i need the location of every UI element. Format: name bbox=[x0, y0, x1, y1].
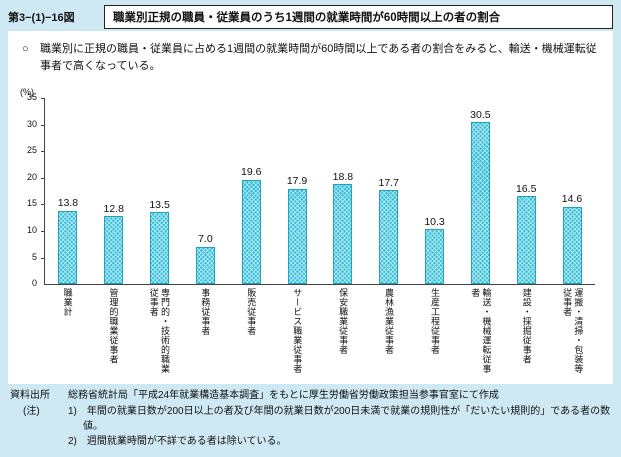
y-tick-mark bbox=[41, 151, 45, 153]
bar-column: 14.6 bbox=[549, 193, 595, 285]
bar-value-label: 17.7 bbox=[378, 176, 399, 189]
bar-value-label: 30.5 bbox=[470, 108, 491, 121]
y-tick-label: 0 bbox=[31, 278, 37, 289]
y-axis: 0 5 10 15 20 25 30 35 bbox=[18, 93, 44, 289]
y-tick-label: 25 bbox=[26, 145, 37, 156]
bar-column: 17.7 bbox=[366, 178, 412, 285]
bar-column: 13.5 bbox=[137, 198, 183, 285]
x-label-cell: 専門的・技術的職業従事者 bbox=[136, 285, 182, 382]
footer-notes: 資料出所 総務省統計局「平成24年就業構造基本調査」をもとに厚生労働省労働政策担… bbox=[10, 388, 613, 449]
note-item: 2) 週間就業時間が不詳である者は除いている。 bbox=[68, 436, 287, 447]
note-list: 1) 年間の就業日数が200日以上の者及び年間の就業日数が200日未満で就業の規… bbox=[68, 404, 613, 449]
bar-column: 7.0 bbox=[182, 233, 228, 285]
figure-title: 職業別正規の職員・従業員のうち1週間の就業時間が60時間以上の者の割合 bbox=[104, 5, 613, 29]
x-label-cell: 職業計 bbox=[44, 285, 90, 382]
x-axis-label: 専門的・技術的職業従事者 bbox=[148, 288, 171, 374]
bar-value-label: 18.8 bbox=[332, 170, 354, 183]
y-tick-label: 35 bbox=[26, 92, 37, 103]
bar-value-label: 14.6 bbox=[561, 193, 583, 206]
x-axis-labels: 職業計 管理的職業従事者 専門的・技術的職業従事者 事務従事者 販売従事者 サービス職業従… bbox=[44, 285, 595, 382]
bar-chart: (%) 0 5 10 15 20 25 30 35 13.8 12.8 13.5 7.0 19.6 17… bbox=[18, 87, 603, 382]
x-label-cell: サービス職業従事者 bbox=[274, 285, 320, 382]
bar bbox=[470, 122, 490, 285]
x-axis-label: サービス職業従事者 bbox=[292, 288, 303, 374]
bar bbox=[287, 188, 307, 285]
x-axis-label: 農林漁業従事者 bbox=[384, 288, 395, 355]
bar bbox=[562, 206, 582, 285]
bar-value-label: 13.8 bbox=[57, 197, 79, 210]
y-tick-mark bbox=[41, 124, 45, 126]
bar-column: 18.8 bbox=[320, 170, 366, 285]
content-panel: ○ 職業別に正規の職員・従業員に占める1週間の就業時間が60時間以上である者の割… bbox=[8, 31, 613, 384]
plot-column: 13.8 12.8 13.5 7.0 19.6 17.9 18.8 17.7 10.3 30.5 1… bbox=[41, 98, 595, 382]
x-label-cell: 生産工程従事者 bbox=[411, 285, 457, 382]
y-tick-mark bbox=[41, 177, 45, 179]
x-label-cell: 農林漁業従事者 bbox=[365, 285, 411, 382]
bar bbox=[333, 184, 353, 285]
x-label-cell: 輸送・機械運転従事者 bbox=[457, 285, 503, 382]
x-label-cell: 管理的職業従事者 bbox=[90, 285, 136, 382]
x-axis-label: 保安職業従事者 bbox=[338, 288, 349, 355]
plot-area: 13.8 12.8 13.5 7.0 19.6 17.9 18.8 17.7 10.3 30.5 1… bbox=[41, 98, 595, 286]
bar-value-label: 10.3 bbox=[424, 215, 445, 228]
y-tick-label: 30 bbox=[26, 118, 37, 129]
figure-number: 第3−(1)−16図 bbox=[8, 12, 75, 24]
bar-column: 16.5 bbox=[503, 182, 549, 285]
bar bbox=[150, 212, 170, 285]
x-axis-label: 運搬・清掃・包装等従事者 bbox=[562, 288, 584, 374]
chart-body: 0 5 10 15 20 25 30 35 13.8 12.8 13.5 7.0 19.6 17.9 18… bbox=[18, 93, 603, 382]
bar bbox=[425, 229, 445, 285]
lead-paragraph: ○ 職業別に正規の職員・従業員に占める1週間の就業時間が60時間以上である者の割… bbox=[22, 41, 599, 75]
bar-value-label: 7.0 bbox=[198, 233, 213, 246]
bar bbox=[379, 190, 399, 285]
y-tick-mark bbox=[41, 204, 45, 206]
x-axis-label: 職業計 bbox=[62, 288, 73, 317]
x-axis-label: 販売従事者 bbox=[246, 288, 257, 336]
note-item: 1) 年間の就業日数が200日以上の者及び年間の就業日数が200日未満で就業の規… bbox=[68, 406, 611, 432]
y-tick-label: 15 bbox=[26, 198, 37, 209]
x-axis-label: 事務従事者 bbox=[200, 288, 211, 336]
note-row: (注) 1) 年間の就業日数が200日以上の者及び年間の就業日数が200日未満で… bbox=[10, 404, 613, 449]
source-row: 資料出所 総務省統計局「平成24年就業構造基本調査」をもとに厚生労働省労働政策担… bbox=[10, 388, 613, 403]
x-label-cell: 販売従事者 bbox=[228, 285, 274, 382]
source-label: 資料出所 bbox=[10, 390, 50, 401]
bullet-icon: ○ bbox=[22, 43, 29, 55]
x-label-cell: 事務従事者 bbox=[182, 285, 228, 382]
figure-header: 第3−(1)−16図 職業別正規の職員・従業員のうち1週間の就業時間が60時間以… bbox=[8, 5, 613, 29]
bar-column: 19.6 bbox=[228, 166, 274, 285]
y-tick-label: 5 bbox=[31, 251, 37, 262]
y-tick-mark bbox=[41, 257, 45, 259]
x-axis-label: 生産工程従事者 bbox=[429, 288, 440, 355]
note-label: (注) bbox=[23, 406, 40, 417]
y-tick-mark bbox=[41, 98, 45, 100]
x-axis-label: 建設・採掘従事者 bbox=[521, 288, 532, 365]
y-tick-label: 10 bbox=[26, 224, 37, 235]
y-axis-unit-label: (%) bbox=[20, 87, 34, 98]
x-label-cell: 建設・採掘従事者 bbox=[503, 285, 549, 382]
bar bbox=[58, 210, 78, 285]
bar-column: 12.8 bbox=[91, 204, 137, 285]
bar-column: 17.9 bbox=[274, 175, 320, 285]
bar-value-label: 19.6 bbox=[241, 166, 262, 179]
bar-value-label: 12.8 bbox=[103, 202, 124, 215]
y-tick-label: 20 bbox=[26, 171, 37, 182]
bar-value-label: 13.5 bbox=[149, 198, 170, 211]
bar bbox=[516, 196, 536, 285]
bar-value-label: 16.5 bbox=[515, 182, 537, 195]
x-axis-label: 輸送・機械運転従事者 bbox=[470, 288, 492, 374]
lead-text: 職業別に正規の職員・従業員に占める1週間の就業時間が60時間以上である者の割合を… bbox=[40, 43, 597, 73]
bar bbox=[104, 216, 124, 285]
y-tick-mark bbox=[41, 230, 45, 232]
source-text: 総務省統計局「平成24年就業構造基本調査」をもとに厚生労働省労働政策担当参事官室… bbox=[68, 390, 499, 401]
bar-value-label: 17.9 bbox=[286, 175, 308, 188]
bar-column: 30.5 bbox=[457, 110, 503, 285]
bar-column: 13.8 bbox=[45, 197, 91, 285]
bar bbox=[195, 246, 215, 285]
x-label-cell: 保安職業従事者 bbox=[320, 285, 366, 382]
x-axis-label: 管理的職業従事者 bbox=[108, 288, 119, 365]
bar-column: 10.3 bbox=[412, 215, 458, 285]
x-label-cell: 運搬・清掃・包装等従事者 bbox=[549, 285, 595, 382]
bar bbox=[241, 179, 261, 285]
